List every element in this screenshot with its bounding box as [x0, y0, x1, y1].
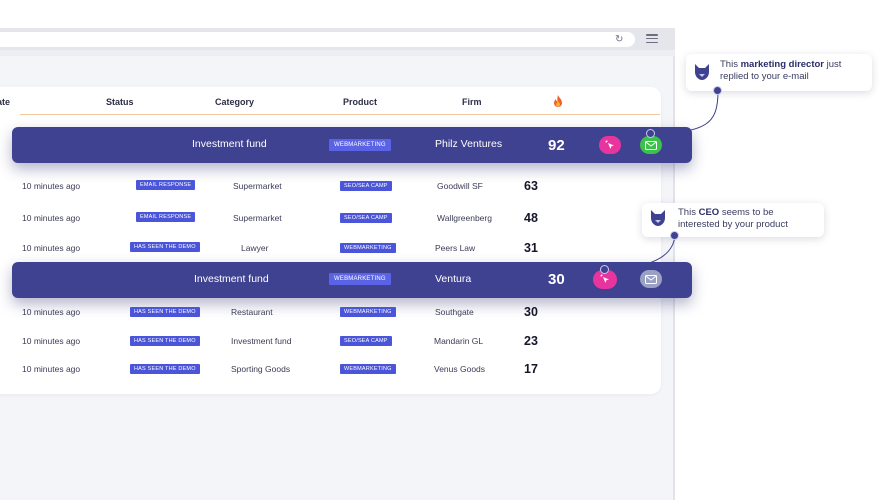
row-time: 10 minutes ago	[22, 364, 81, 374]
row-score: 63	[524, 179, 538, 193]
table-header	[20, 87, 660, 115]
column-header-firm[interactable]: Firm	[462, 97, 482, 107]
row-category: Investment fund	[231, 336, 292, 346]
tooltip-role: CEO	[698, 207, 720, 218]
hamburger-menu-icon[interactable]	[646, 34, 658, 43]
column-header-status[interactable]: Status	[106, 97, 134, 107]
email-activity-button[interactable]	[640, 270, 662, 288]
row-time: 10 minutes ago	[22, 243, 81, 253]
cursor-click-icon	[605, 140, 614, 149]
row-firm[interactable]: Southgate	[435, 307, 474, 317]
column-header-date[interactable]: ate	[0, 97, 11, 107]
column-header-product[interactable]: Product	[343, 97, 378, 107]
fox-avatar-icon	[695, 64, 709, 80]
row-score: 31	[524, 241, 538, 255]
row-category: Supermarket	[233, 213, 282, 223]
lead-score: 30	[548, 271, 565, 288]
status-badge: EMAIL RESPONSE	[136, 212, 196, 222]
lead-score: 92	[548, 137, 565, 154]
product-badge: SEO/SEA CAMP	[340, 336, 392, 346]
marketing-director-tooltip: This marketing director just replied to …	[686, 54, 872, 91]
row-firm[interactable]: Mandarin GL	[434, 336, 484, 346]
row-score: 17	[524, 362, 538, 376]
row-time: 10 minutes ago	[22, 336, 81, 346]
row-firm[interactable]: Goodwill SF	[437, 181, 483, 191]
row-category: Supermarket	[233, 181, 282, 191]
tooltip-text-suffix: just	[824, 59, 842, 70]
browser-toolbar: ↻	[0, 28, 675, 50]
highlighted-lead-row[interactable]: Investment fund WEBMARKETING Ventura 30	[12, 262, 692, 298]
row-category: Restaurant	[231, 307, 273, 317]
highlight-firm[interactable]: Philz Ventures	[435, 138, 503, 150]
tooltip-text-prefix: This	[678, 207, 699, 218]
status-badge: EMAIL RESPONSE	[136, 180, 196, 190]
browser-subbar	[0, 50, 675, 56]
connector-dot	[600, 265, 609, 274]
product-badge: WEBMARKETING	[329, 139, 391, 151]
tooltip-role: marketing director	[740, 59, 825, 70]
reload-icon[interactable]: ↻	[615, 34, 624, 45]
highlight-category: Investment fund	[192, 138, 267, 150]
row-firm[interactable]: Peers Law	[435, 243, 476, 253]
status-badge: HAS SEEN THE DEMO	[130, 307, 200, 317]
click-activity-button[interactable]	[599, 136, 621, 154]
status-badge: HAS SEEN THE DEMO	[130, 364, 200, 374]
row-time: 10 minutes ago	[22, 307, 81, 317]
product-badge: WEBMARKETING	[340, 243, 396, 253]
highlighted-lead-row[interactable]: Investment fund WEBMARKETING Philz Ventu…	[12, 127, 692, 163]
cursor-click-icon	[600, 274, 609, 283]
fox-avatar-icon	[651, 210, 665, 226]
product-badge: WEBMARKETING	[340, 307, 396, 317]
product-badge: WEBMARKETING	[340, 364, 396, 374]
mail-icon	[645, 140, 657, 150]
click-activity-button[interactable]	[593, 270, 617, 289]
tooltip-text-prefix: This	[720, 59, 741, 70]
tooltip-anchor-dot	[713, 86, 722, 95]
tooltip-text-suffix: seems to be	[719, 207, 774, 218]
product-badge: SEO/SEA CAMP	[340, 181, 392, 191]
product-badge: WEBMARKETING	[329, 273, 391, 285]
row-category: Lawyer	[241, 243, 269, 253]
connector-dot	[646, 129, 655, 138]
tooltip-line2: interested by your product	[678, 219, 788, 230]
tooltip-anchor-dot	[670, 231, 679, 240]
status-badge: HAS SEEN THE DEMO	[130, 242, 200, 252]
row-firm[interactable]: Wallgreenberg	[437, 213, 492, 223]
row-time: 10 minutes ago	[22, 181, 81, 191]
row-score: 48	[524, 211, 538, 225]
ceo-tooltip: This CEO seems to be interested by your …	[642, 203, 824, 237]
fire-icon[interactable]	[551, 94, 565, 108]
row-score: 23	[524, 334, 538, 348]
tooltip-line2: replied to your e-mail	[720, 71, 809, 82]
mail-icon	[645, 274, 657, 284]
row-category: Sporting Goods	[231, 364, 291, 374]
row-score: 30	[524, 305, 538, 319]
column-header-category[interactable]: Category	[215, 97, 255, 107]
product-badge: SEO/SEA CAMP	[340, 213, 392, 223]
address-bar[interactable]: ↻	[0, 32, 635, 47]
row-firm[interactable]: Venus Goods	[434, 364, 486, 374]
email-activity-button[interactable]	[640, 136, 662, 154]
highlight-category: Investment fund	[194, 273, 269, 285]
row-time: 10 minutes ago	[22, 213, 81, 223]
status-badge: HAS SEEN THE DEMO	[130, 336, 200, 346]
highlight-firm[interactable]: Ventura	[435, 273, 472, 285]
